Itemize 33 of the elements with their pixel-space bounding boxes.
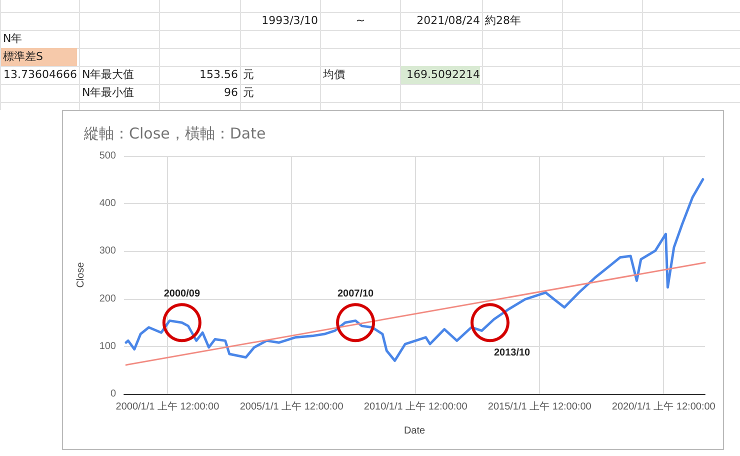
y-tick-label: 100	[99, 340, 116, 352]
text: 153.56	[198, 67, 238, 83]
text: 標準差S	[1, 48, 77, 66]
annotation: 2013/10	[494, 348, 531, 359]
text: 均價	[322, 67, 346, 83]
y-tick-label: 500	[99, 150, 116, 162]
annotation: 2007/10	[337, 288, 374, 300]
text: 元	[242, 85, 255, 101]
text: 1993/3/10	[260, 13, 318, 29]
text: 約28年	[484, 13, 522, 29]
text: N年最大值	[81, 67, 136, 83]
line-series	[124, 178, 704, 362]
x-tick-label: 2000/1/1 上午 12:00:00	[116, 400, 220, 412]
x-axis-title: Date	[404, 426, 426, 436]
x-tick-label: 2015/1/1 上午 12:00:00	[488, 400, 592, 412]
x-tick-label: 2010/1/1 上午 12:00:00	[364, 400, 468, 412]
text: 元	[242, 67, 255, 83]
y-axis-title: Close	[76, 262, 86, 288]
x-tick-label: 2020/1/1 上午 12:00:00	[612, 400, 716, 412]
text: 13.73604666	[2, 67, 77, 83]
text: N年最小值	[81, 85, 136, 101]
y-tick-label: 0	[110, 388, 116, 400]
text: N年	[2, 31, 24, 47]
y-tick-label: 400	[99, 198, 116, 210]
chart-title: 縱軸：Close，橫軸：Date	[83, 124, 266, 142]
annotation: 2000/09	[164, 288, 200, 300]
x-tick-label: 2005/1/1 上午 12:00:00	[240, 400, 344, 412]
text: 2021/08/24	[416, 13, 480, 29]
y-tick-label: 300	[99, 246, 116, 257]
text: 169.5092214	[401, 66, 480, 84]
text: ~	[354, 13, 366, 29]
y-tick-label: 200	[99, 293, 116, 304]
text: 96	[223, 85, 238, 101]
